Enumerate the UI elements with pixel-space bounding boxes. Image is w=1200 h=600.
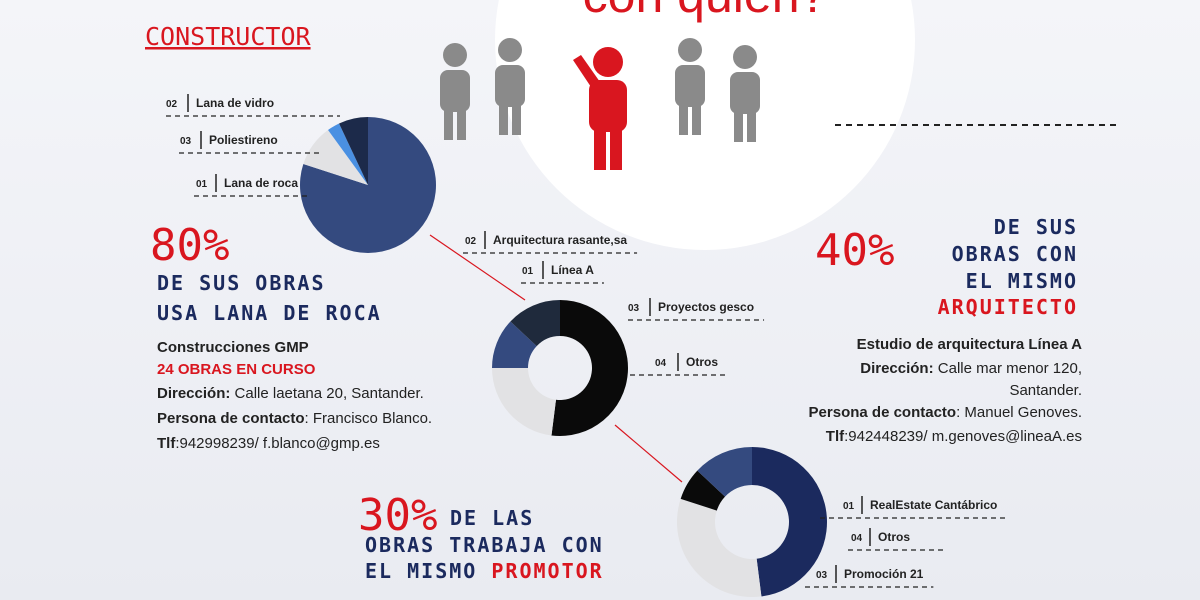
label: Dirección: (157, 385, 230, 402)
legend-code: 01 (522, 266, 534, 277)
slice (680, 470, 726, 511)
headline: OBRAS TRABAJA CON (365, 533, 604, 557)
slice (303, 129, 368, 185)
phone: Tlf:942998239/ f.blanco@gmp.es (157, 435, 380, 452)
works: 24 OBRAS EN CURSO (157, 361, 316, 378)
slice (328, 123, 368, 185)
address: Dirección: Calle mar menor 120, (860, 360, 1082, 377)
section-title: CONSTRUCTOR (145, 22, 312, 51)
legend-label: Lana de roca (224, 176, 298, 190)
company: Construcciones GMP (157, 339, 309, 356)
slice (677, 498, 762, 598)
legend-label: Línea A (551, 263, 594, 277)
value: Calle laetana 20, Santander. (235, 385, 424, 402)
legend-code: 03 (628, 303, 640, 314)
slice (510, 300, 560, 347)
legend-code: 01 (196, 179, 208, 190)
headline: DE SUS OBRAS (157, 271, 326, 295)
company: Estudio de arquitectura Línea A (857, 336, 1082, 353)
label: Dirección: (860, 360, 933, 377)
slice (492, 321, 537, 368)
contact: Persona de contacto: Manuel Genoves. (809, 404, 1082, 421)
label: Tlf (826, 428, 845, 445)
legend-label: Otros (878, 530, 910, 544)
title: con quién? (583, 0, 828, 23)
percent: 80% (150, 220, 229, 271)
slice (339, 117, 368, 185)
legend-code: 01 (843, 501, 855, 512)
legend-code: 03 (180, 136, 192, 147)
value: Calle mar menor 120, (938, 360, 1082, 377)
people (440, 38, 760, 170)
headline: EL MISMO (966, 269, 1078, 293)
connector (614, 424, 683, 483)
label: Tlf (157, 435, 176, 452)
contact: Persona de contacto: Francisco Blanco. (157, 410, 432, 427)
headline: USA LANA DE ROCA (157, 301, 382, 325)
legend-code: 04 (655, 358, 667, 369)
value: :942998239/ f.blanco@gmp.es (175, 435, 380, 452)
headline: DE LAS (450, 506, 534, 530)
legend-code: 02 (465, 236, 477, 247)
legend-code: 04 (851, 533, 863, 544)
legend-label: Lana de vidro (196, 96, 274, 110)
headline: EL MISMO PROMOTOR (365, 559, 604, 583)
percent: 30% (358, 490, 437, 541)
legend-label: Otros (686, 355, 718, 369)
address: Santander. (1009, 382, 1082, 399)
connector (429, 234, 526, 301)
slice (752, 446, 828, 597)
value: : Francisco Blanco. (305, 410, 433, 427)
legend-code: 02 (166, 99, 178, 110)
legend-label: RealEstate Cantábrico (870, 498, 997, 512)
phone: Tlf:942448239/ m.genoves@lineaA.es (826, 428, 1082, 445)
legend-label: Promoción 21 (844, 567, 924, 581)
legend-label: Arquitectura rasante,sa (493, 233, 627, 247)
text: EL MISMO (365, 559, 477, 583)
highlight: PROMOTOR (491, 559, 603, 583)
slice (697, 447, 752, 497)
value: : Manuel Genoves. (956, 404, 1082, 421)
slice (492, 368, 556, 436)
address: Dirección: Calle laetana 20, Santander. (157, 385, 424, 402)
headline: ARQUITECTO (938, 295, 1078, 319)
value: :942448239/ m.genoves@lineaA.es (844, 428, 1082, 445)
label: Persona de contacto (809, 404, 957, 421)
headline: OBRAS CON (952, 242, 1078, 266)
legend-label: Proyectos gesco (658, 300, 754, 314)
percent: 40% (815, 225, 894, 276)
legend-code: 03 (816, 570, 828, 581)
label: Persona de contacto (157, 410, 305, 427)
legend-label: Poliestireno (209, 133, 278, 147)
headline: DE SUS (994, 215, 1078, 239)
slice (551, 300, 628, 436)
